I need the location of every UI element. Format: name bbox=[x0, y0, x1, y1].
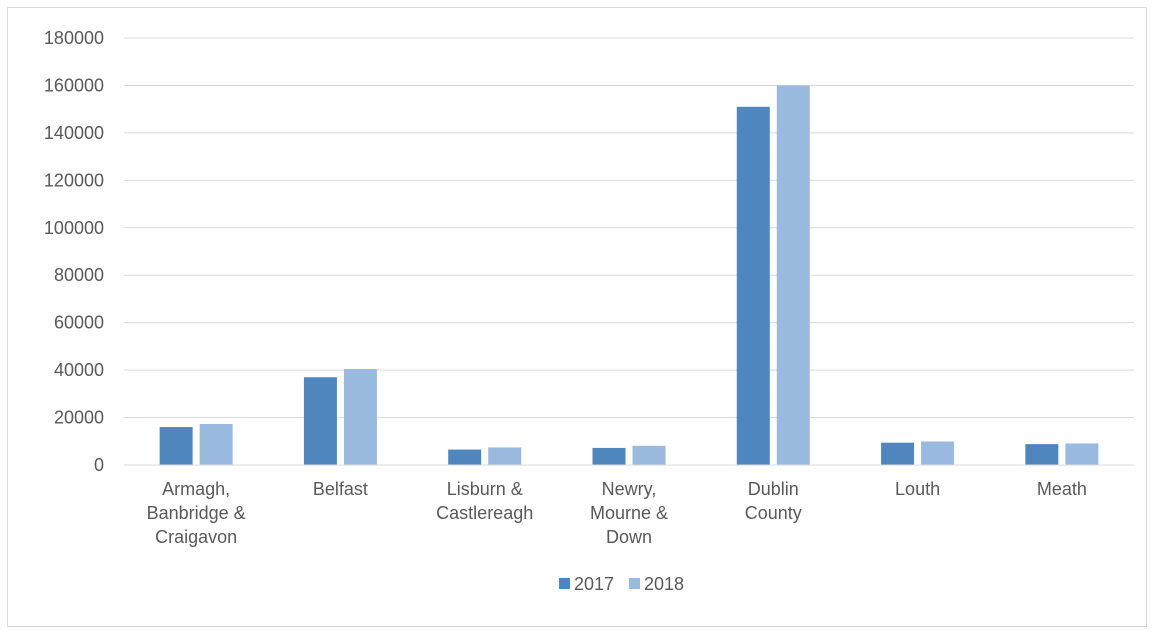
bars bbox=[159, 85, 1099, 466]
y-tick-label: 0 bbox=[94, 455, 104, 475]
bar-2017 bbox=[448, 449, 482, 465]
bar-2018 bbox=[343, 368, 377, 465]
x-tick-label: Dublin County bbox=[745, 479, 802, 523]
bar-2018 bbox=[488, 447, 522, 465]
y-axis-tick-labels: 0 20000 40000 60000 80000 100000 120000 140000 1… bbox=[44, 28, 104, 475]
x-tick-label: Meath bbox=[1037, 479, 1087, 499]
x-tick-label: Louth bbox=[895, 479, 940, 499]
x-tick-label: Newry, Mourne & Down bbox=[590, 479, 668, 547]
bar-2018 bbox=[921, 441, 955, 465]
y-tick-label: 80000 bbox=[54, 265, 104, 285]
bar-2017 bbox=[881, 442, 915, 465]
bar-2018 bbox=[199, 423, 233, 465]
bar-2017 bbox=[303, 377, 337, 465]
x-tick-label: Belfast bbox=[313, 479, 368, 499]
x-tick-label: Lisburn & Castlereagh bbox=[436, 479, 533, 523]
legend-label: 2017 bbox=[574, 574, 614, 594]
y-tick-label: 160000 bbox=[44, 75, 104, 95]
legend-label: 2018 bbox=[644, 574, 684, 594]
y-tick-label: 100000 bbox=[44, 218, 104, 238]
legend-swatch-2017 bbox=[559, 578, 570, 589]
bar-2017 bbox=[736, 106, 770, 466]
legend-swatch-2018 bbox=[629, 578, 640, 589]
legend: 2017 2018 bbox=[559, 574, 684, 594]
y-tick-label: 40000 bbox=[54, 360, 104, 380]
bar-2017 bbox=[159, 427, 193, 465]
bar-2018 bbox=[1065, 443, 1099, 465]
x-axis-tick-labels: Armagh, Banbridge & Craigavon Belfast Lisbur… bbox=[147, 479, 1087, 547]
y-tick-label: 120000 bbox=[44, 170, 104, 190]
y-tick-label: 60000 bbox=[54, 313, 104, 333]
y-tick-label: 140000 bbox=[44, 123, 104, 143]
y-tick-label: 180000 bbox=[44, 28, 104, 48]
bar-chart: 0 20000 40000 60000 80000 100000 120000 140000 1… bbox=[44, 28, 1134, 594]
bar-2017 bbox=[592, 447, 626, 465]
bar-2018 bbox=[776, 85, 810, 465]
bar-2017 bbox=[1025, 444, 1059, 465]
bar-2018 bbox=[632, 445, 666, 465]
chart-frame: 0 20000 40000 60000 80000 100000 120000 140000 1… bbox=[7, 7, 1147, 627]
y-tick-label: 20000 bbox=[54, 408, 104, 428]
x-tick-label: Armagh, Banbridge & Craigavon bbox=[147, 479, 246, 547]
gridlines bbox=[124, 37, 1134, 419]
